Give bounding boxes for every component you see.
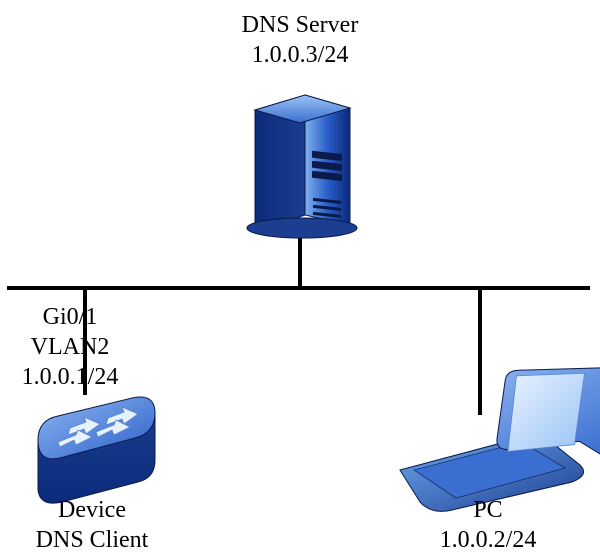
- device-if-ip: 1.0.0.1/24: [22, 364, 119, 390]
- server-label: DNS Server 1.0.0.3/24: [0, 10, 600, 70]
- server-title: DNS Server: [242, 12, 359, 38]
- server-ip: 1.0.0.3/24: [252, 42, 349, 68]
- device-if-port: Gi0/1: [43, 304, 98, 330]
- pc-name: PC: [473, 497, 502, 523]
- device-label: Device DNS Client: [36, 495, 149, 555]
- laptop-icon: [0, 0, 600, 554]
- device-if-vlan: VLAN2: [31, 334, 110, 360]
- device-interface-label: Gi0/1 VLAN2 1.0.0.1/24: [22, 302, 119, 392]
- device-name: Device: [58, 497, 126, 523]
- device-role: DNS Client: [36, 527, 149, 553]
- pc-label: PC 1.0.0.2/24: [440, 495, 537, 555]
- pc-ip: 1.0.0.2/24: [440, 527, 537, 553]
